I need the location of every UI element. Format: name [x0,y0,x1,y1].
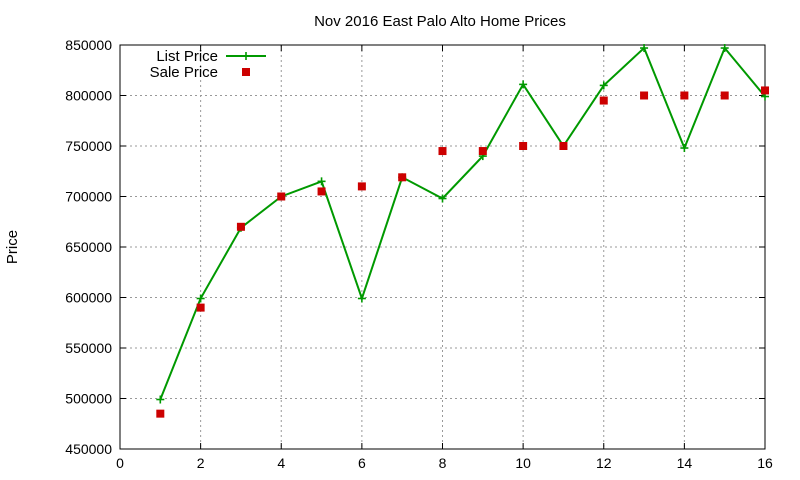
y-axis-label: Price [4,230,21,264]
sale-price-point [317,187,326,196]
sale-price-point [720,91,729,100]
x-tick-label: 2 [197,455,205,471]
list-price-point [196,294,205,303]
x-tick-label: 12 [596,455,612,471]
y-tick-label: 800000 [65,88,112,104]
y-tick-label: 700000 [65,189,112,205]
list-price-point [519,80,528,89]
series-list-price [156,44,769,404]
sale-price-point [236,222,245,231]
sale-price-point [599,96,608,105]
x-tick-label: 6 [358,455,366,471]
y-tick-label: 650000 [65,239,112,255]
series-area [156,44,769,418]
sale-price-point [196,303,205,312]
legend-swatch-marker [242,68,250,76]
y-tick-label: 550000 [65,340,112,356]
x-tick-label: 10 [515,455,531,471]
list-price-line [159,46,766,400]
x-tick-label: 4 [277,455,285,471]
x-tick-label: 14 [677,455,693,471]
legend-label: Sale Price [150,64,218,81]
sale-price-point [640,91,649,100]
sale-price-point [680,91,689,100]
x-tick-label: 0 [116,455,124,471]
sale-price-point [277,192,286,201]
series-sale-price [156,86,769,418]
y-tick-label: 450000 [65,441,112,457]
list-price-point [720,44,729,53]
sale-price-point [156,409,165,418]
axis-ticks: 450000 500000 550000 600000 650000 700000 7500… [65,37,773,471]
sale-price-point [761,86,769,95]
sale-price-point [478,147,487,156]
sale-price-point [438,147,447,156]
list-price-point [438,194,447,203]
y-tick-label: 850000 [65,37,112,53]
y-tick-label: 500000 [65,391,112,407]
sale-price-point [519,142,528,150]
y-tick-label: 750000 [65,138,112,154]
grid [120,45,765,449]
legend-label: List Price [156,48,218,65]
sale-price-point [559,142,568,150]
list-price-point [599,81,608,90]
sale-price-point [357,182,366,191]
list-price-point [156,395,165,404]
sale-price-point [398,173,407,182]
y-tick-label: 600000 [65,290,112,306]
x-tick-label: 16 [757,455,773,471]
list-price-point [357,294,366,303]
list-price-point [680,144,689,153]
legend-swatch-marker [242,52,250,60]
list-price-point [640,44,649,53]
chart-title: Nov 2016 East Palo Alto Home Prices [314,13,566,30]
x-tick-label: 8 [439,455,447,471]
list-price-point [317,177,326,186]
